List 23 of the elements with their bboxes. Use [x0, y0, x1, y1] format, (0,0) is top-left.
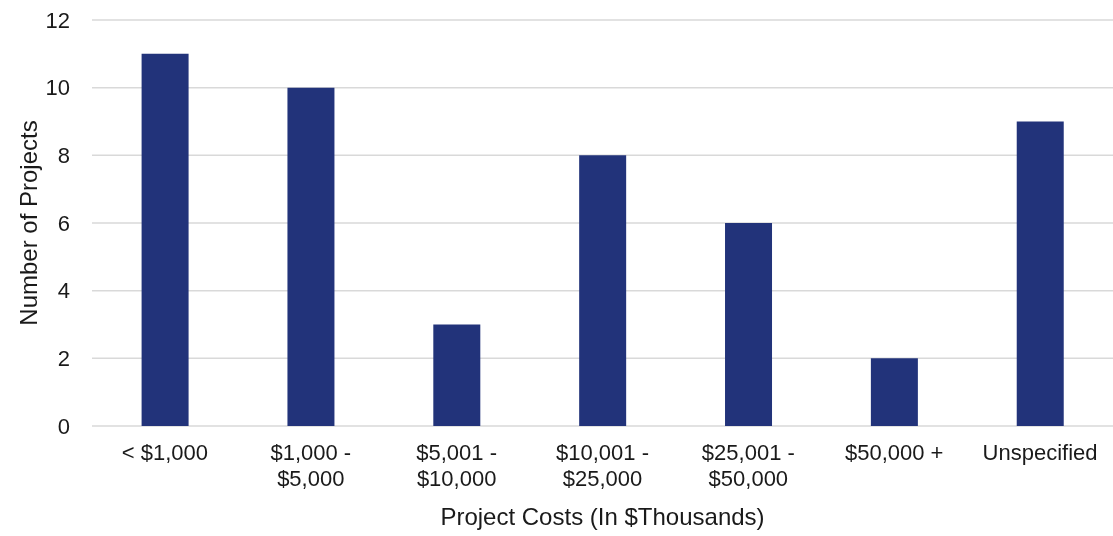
bar — [579, 155, 627, 426]
bar — [141, 53, 189, 426]
y-tick-label: 8 — [57, 143, 70, 169]
bar — [287, 87, 335, 426]
x-tick-label: $25,001 - $50,000 — [701, 439, 795, 491]
y-tick-label: 0 — [57, 413, 70, 439]
bar — [725, 223, 773, 426]
bar — [433, 324, 481, 426]
y-tick-label: 4 — [57, 278, 70, 304]
x-axis-title: Project Costs (In $Thousands) — [440, 503, 765, 530]
x-tick-label: $5,001 - $10,000 — [416, 439, 498, 491]
y-tick-label: 6 — [57, 210, 70, 236]
y-tick-label: 12 — [45, 7, 70, 33]
y-axis-title: Number of Projects — [14, 120, 42, 326]
x-tick-label: $50,000 + — [844, 439, 944, 465]
bar — [1016, 121, 1064, 426]
y-tick-label: 10 — [45, 75, 70, 101]
x-tick-label: < $1,000 — [121, 439, 209, 465]
bar — [870, 358, 918, 426]
x-tick-label: $1,000 - $5,000 — [270, 439, 352, 491]
y-tick-label: 2 — [57, 346, 70, 372]
x-tick-label: $10,001 - $25,000 — [556, 439, 649, 491]
x-tick-label: Unspecified — [982, 439, 1098, 465]
